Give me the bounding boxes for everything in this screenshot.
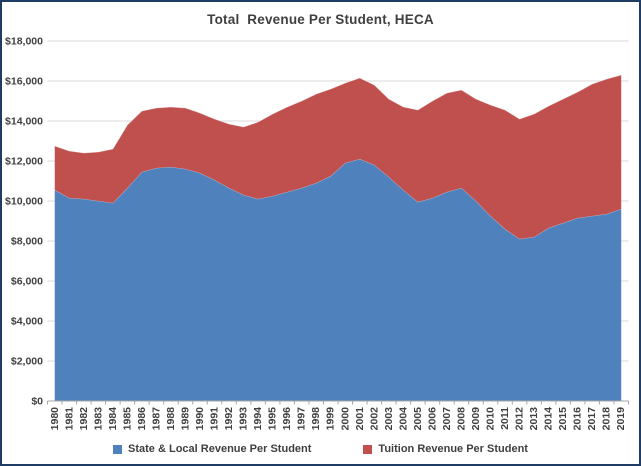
x-axis-label: 1987 (150, 407, 162, 431)
x-axis-label: 1983 (92, 407, 104, 431)
x-axis-label: 2014 (543, 407, 555, 431)
x-axis-label: 2002 (368, 407, 380, 431)
x-axis-label: 1989 (179, 407, 191, 431)
legend-swatch-tuition (363, 444, 373, 454)
y-axis-label: $12,000 (5, 156, 43, 168)
x-axis-label: 2001 (354, 407, 366, 431)
legend-item-state-local: State & Local Revenue Per Student (113, 443, 311, 455)
x-axis-label: 2003 (383, 407, 395, 431)
y-axis-label: $8,000 (11, 236, 43, 248)
x-axis-label: 1990 (194, 407, 206, 431)
x-axis-label: 2007 (441, 407, 453, 431)
x-axis-label: 2015 (557, 407, 569, 431)
y-axis-label: $0 (31, 396, 43, 408)
area-top-edge (54, 74, 622, 154)
legend-label-state-local: State & Local Revenue Per Student (128, 443, 312, 455)
x-axis-label: 1988 (165, 407, 177, 431)
chart-legend: State & Local Revenue Per Student Tuitio… (2, 443, 639, 455)
x-axis-label: 2018 (601, 407, 613, 431)
y-axis-label: $4,000 (11, 316, 43, 328)
x-axis-label: 2006 (426, 407, 438, 431)
x-axis-label: 1999 (325, 407, 337, 431)
x-axis-label: 1984 (107, 407, 119, 431)
x-axis-label: 1998 (310, 407, 322, 431)
x-axis-label: 2013 (528, 407, 540, 431)
y-axis-label: $18,000 (5, 36, 43, 48)
y-axis-label: $16,000 (5, 76, 43, 88)
x-axis-label: 1995 (267, 407, 279, 431)
x-axis-label: 1981 (63, 407, 75, 431)
x-axis-label: 2016 (572, 407, 584, 431)
x-axis-label: 1994 (252, 407, 264, 431)
x-axis-label: 1991 (209, 407, 221, 431)
x-axis-label: 2008 (455, 407, 467, 431)
y-axis-label: $6,000 (11, 276, 43, 288)
x-axis-label: 1996 (281, 407, 293, 431)
x-axis-label: 2000 (339, 407, 351, 431)
x-axis-label: 2004 (397, 407, 409, 431)
y-axis-label: $10,000 (5, 196, 43, 208)
x-axis-label: 1997 (296, 407, 308, 431)
x-axis-label: 2011 (499, 407, 511, 430)
y-axis-label: $14,000 (5, 116, 43, 128)
x-axis-label: 1980 (49, 407, 61, 431)
x-axis-label: 2012 (514, 407, 526, 431)
y-axis-label: $2,000 (11, 356, 43, 368)
x-axis-label: 2005 (412, 407, 424, 431)
area-series-1 (54, 75, 622, 239)
x-axis-label: 1993 (238, 407, 250, 431)
x-axis-label: 1986 (136, 407, 148, 431)
legend-item-tuition: Tuition Revenue Per Student (363, 443, 528, 455)
x-axis-label: 1992 (223, 407, 235, 431)
x-axis-label: 2009 (470, 407, 482, 431)
x-axis-label: 1982 (78, 407, 90, 431)
legend-label-tuition: Tuition Revenue Per Student (378, 443, 528, 455)
area-series-0 (54, 159, 622, 401)
chart-title: Total Revenue Per Student, HECA (207, 12, 434, 27)
legend-swatch-state-local (113, 444, 123, 454)
x-axis-label: 1985 (121, 407, 133, 431)
x-axis-label: 2010 (485, 407, 497, 431)
x-axis-label: 2019 (615, 407, 627, 431)
x-axis-label: 2017 (586, 407, 598, 431)
